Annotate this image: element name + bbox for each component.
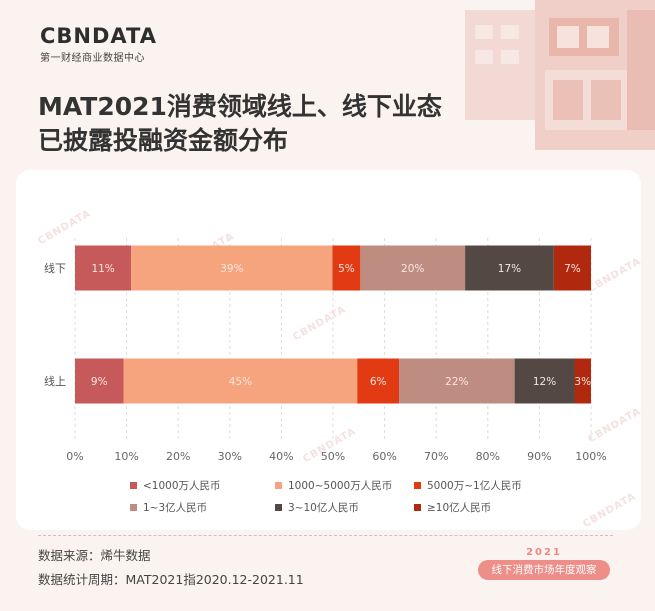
data-period: 数据统计周期：MAT2021指2020.12-2021.11 xyxy=(38,572,304,587)
data-label: 12% xyxy=(533,376,556,388)
data-label: 39% xyxy=(220,263,243,275)
bar-segment xyxy=(123,358,358,404)
data-label: 6% xyxy=(370,376,387,388)
legend-swatch xyxy=(414,504,421,511)
data-label: 45% xyxy=(229,376,252,388)
legend-swatch xyxy=(275,504,282,511)
bar-segment xyxy=(357,358,400,404)
x-tick-label: 20% xyxy=(166,450,190,463)
legend-label: 5000万~1亿人民币 xyxy=(427,480,522,492)
chart-card xyxy=(16,170,641,530)
legend-item: 1000~5000万人民币 xyxy=(275,478,392,493)
legend-swatch xyxy=(130,504,137,511)
bar-segment xyxy=(465,245,554,291)
legend-label: ≥10亿人民币 xyxy=(427,502,492,514)
data-label: 7% xyxy=(564,263,581,275)
x-tick-label: 80% xyxy=(476,450,500,463)
legend-item: 1~3亿人民币 xyxy=(130,500,207,515)
data-label: 22% xyxy=(445,376,468,388)
bar-segment xyxy=(553,245,591,291)
bar-segment xyxy=(131,245,333,291)
divider xyxy=(38,535,613,536)
legend-label: <1000万人民币 xyxy=(143,480,221,492)
data-label: 11% xyxy=(91,263,114,275)
logo-text: CBNDATA xyxy=(40,24,157,48)
x-tick-label: 100% xyxy=(575,450,606,463)
legend-swatch xyxy=(130,482,137,489)
title-line-1: MAT2021消费领域线上、线下业态 xyxy=(38,92,442,121)
legend-label: 1000~5000万人民币 xyxy=(288,480,393,492)
legend-label: 3~10亿人民币 xyxy=(288,502,359,514)
building-illustration xyxy=(465,0,655,150)
bar-segment xyxy=(574,358,591,404)
x-tick-label: 70% xyxy=(424,450,448,463)
brand-logo: CBNDATA 第一财经商业数据中心 xyxy=(40,24,157,64)
category-label: 线下 xyxy=(44,261,66,275)
x-tick-label: 60% xyxy=(372,450,396,463)
logo-subtitle: 第一财经商业数据中心 xyxy=(40,53,145,64)
data-label: 5% xyxy=(338,263,355,275)
bar-segment xyxy=(360,245,466,291)
bar-segment xyxy=(75,245,132,291)
legend-item: 5000万~1亿人民币 xyxy=(414,478,522,493)
chart-title: MAT2021消费领域线上、线下业态 已披露投融资金额分布 xyxy=(38,90,498,158)
x-tick-label: 90% xyxy=(527,450,551,463)
data-source: 数据来源：烯牛数据 xyxy=(38,548,151,563)
category-label: 线上 xyxy=(44,374,66,388)
legend-item: <1000万人民币 xyxy=(130,478,221,493)
x-tick-label: 50% xyxy=(321,450,345,463)
legend-swatch xyxy=(414,482,421,489)
data-label: 9% xyxy=(91,376,108,388)
x-tick-label: 0% xyxy=(66,450,83,463)
title-line-2: 已披露投融资金额分布 xyxy=(38,126,289,155)
badge-label: 线下消费市场年度观察 xyxy=(478,560,610,580)
annual-badge: 2021 线下消费市场年度观察 xyxy=(474,547,614,583)
bar-segment xyxy=(332,245,361,291)
x-tick-label: 40% xyxy=(269,450,293,463)
legend-item: ≥10亿人民币 xyxy=(414,500,491,515)
data-label: 3% xyxy=(574,376,591,388)
badge-year: 2021 xyxy=(526,547,562,558)
bar-segment xyxy=(399,358,515,404)
legend-swatch xyxy=(275,482,282,489)
legend-item: 3~10亿人民币 xyxy=(275,500,359,515)
x-tick-label: 10% xyxy=(114,450,138,463)
bar-segment xyxy=(75,358,124,404)
x-tick-label: 30% xyxy=(218,450,242,463)
data-label: 20% xyxy=(401,263,424,275)
bar-segment xyxy=(514,358,575,404)
legend-label: 1~3亿人民币 xyxy=(143,502,208,514)
data-label: 17% xyxy=(498,263,521,275)
